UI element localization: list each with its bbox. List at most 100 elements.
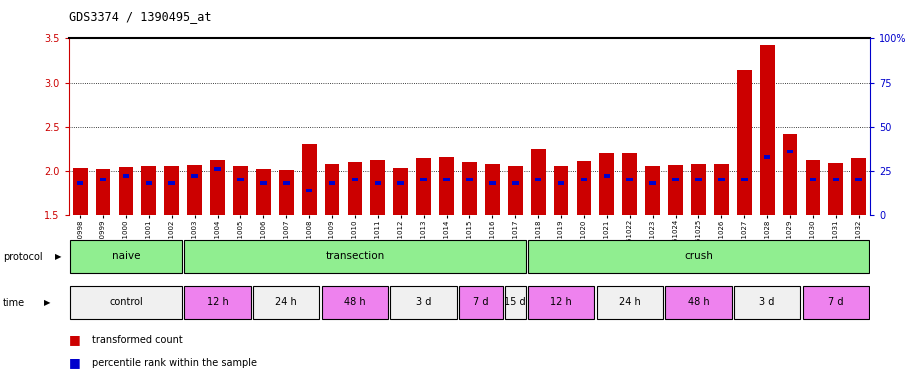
Text: 3 d: 3 d	[759, 297, 775, 307]
Bar	[627, 178, 633, 182]
Bar	[370, 160, 386, 215]
Bar	[851, 158, 867, 215]
Text: percentile rank within the sample: percentile rank within the sample	[92, 358, 256, 368]
Bar	[759, 45, 775, 215]
Bar	[645, 166, 660, 215]
Bar	[695, 178, 702, 182]
Bar	[100, 178, 106, 182]
Bar	[528, 286, 594, 319]
Text: naive: naive	[112, 251, 140, 261]
Bar	[301, 144, 317, 215]
Bar	[466, 178, 473, 182]
Text: 48 h: 48 h	[688, 297, 709, 307]
Bar	[329, 182, 335, 185]
Bar	[553, 167, 569, 215]
Text: 7 d: 7 d	[474, 297, 488, 307]
Bar	[420, 178, 427, 182]
Bar	[856, 178, 862, 182]
Bar	[512, 182, 518, 185]
Bar	[184, 240, 526, 273]
Text: 3 d: 3 d	[416, 297, 431, 307]
Bar	[77, 182, 83, 185]
Bar	[210, 160, 225, 215]
Bar	[576, 161, 592, 215]
Text: ■: ■	[69, 356, 81, 369]
Bar	[581, 178, 587, 182]
Bar	[782, 134, 798, 215]
Bar	[256, 169, 271, 215]
Text: 12 h: 12 h	[551, 297, 572, 307]
Bar	[691, 164, 706, 215]
Bar	[416, 158, 431, 215]
Text: 24 h: 24 h	[619, 297, 640, 307]
Bar	[324, 164, 340, 215]
Text: protocol: protocol	[3, 252, 42, 262]
Text: ■: ■	[69, 333, 81, 346]
Text: crush: crush	[684, 251, 713, 261]
Bar	[214, 167, 221, 171]
Bar	[672, 178, 679, 182]
Bar	[191, 174, 198, 178]
Bar	[70, 286, 182, 319]
Bar	[459, 286, 503, 319]
Bar	[462, 162, 477, 215]
Bar	[665, 286, 732, 319]
Bar	[604, 174, 610, 178]
Bar	[558, 182, 564, 185]
Bar	[237, 178, 244, 182]
Bar	[507, 167, 523, 215]
Bar	[390, 286, 457, 319]
Bar	[123, 174, 129, 178]
Bar	[802, 286, 869, 319]
Bar	[764, 155, 770, 159]
Text: 15 d: 15 d	[505, 297, 526, 307]
Bar	[535, 178, 541, 182]
Bar	[283, 182, 289, 185]
Bar	[184, 286, 251, 319]
Bar	[741, 178, 747, 182]
Bar	[833, 178, 839, 182]
Bar	[714, 164, 729, 215]
Bar	[187, 165, 202, 215]
Bar	[649, 182, 656, 185]
Text: 24 h: 24 h	[276, 297, 297, 307]
Bar	[787, 150, 793, 153]
Text: ▶: ▶	[55, 252, 61, 261]
Bar	[260, 182, 267, 185]
Bar	[599, 153, 615, 215]
Bar	[164, 167, 180, 215]
Bar	[530, 149, 546, 215]
Bar	[596, 286, 663, 319]
Text: control: control	[109, 297, 143, 307]
Bar	[489, 182, 496, 185]
Bar	[141, 167, 157, 215]
Bar	[485, 164, 500, 215]
Bar	[253, 286, 320, 319]
Text: transection: transection	[325, 251, 385, 261]
Bar	[118, 167, 134, 215]
Bar	[352, 178, 358, 182]
Text: 7 d: 7 d	[828, 297, 844, 307]
Bar	[528, 240, 869, 273]
Bar	[736, 70, 752, 215]
Bar	[375, 182, 381, 185]
Bar	[95, 169, 111, 215]
Bar	[146, 182, 152, 185]
Bar	[233, 166, 248, 215]
Text: 48 h: 48 h	[344, 297, 365, 307]
Bar	[828, 163, 844, 215]
Bar	[443, 178, 450, 182]
Bar	[505, 286, 526, 319]
Text: transformed count: transformed count	[92, 335, 182, 345]
Text: time: time	[3, 298, 25, 308]
Text: ▶: ▶	[44, 298, 50, 307]
Bar	[734, 286, 801, 319]
Bar	[805, 160, 821, 215]
Bar	[169, 182, 175, 185]
Bar	[322, 286, 388, 319]
Text: GDS3374 / 1390495_at: GDS3374 / 1390495_at	[69, 10, 212, 23]
Bar	[718, 178, 725, 182]
Bar	[622, 153, 638, 215]
Bar	[347, 162, 363, 215]
Bar	[70, 240, 182, 273]
